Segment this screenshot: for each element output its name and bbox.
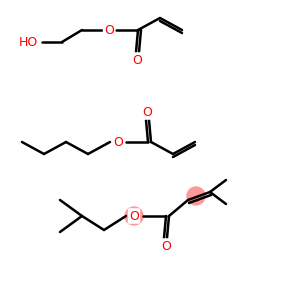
Circle shape xyxy=(187,187,205,205)
Circle shape xyxy=(125,207,143,225)
Text: O: O xyxy=(142,106,152,118)
Text: O: O xyxy=(161,239,171,253)
Text: O: O xyxy=(113,136,123,148)
Text: O: O xyxy=(104,23,114,37)
Text: O: O xyxy=(129,209,139,223)
Text: HO: HO xyxy=(18,35,38,49)
Text: O: O xyxy=(132,53,142,67)
